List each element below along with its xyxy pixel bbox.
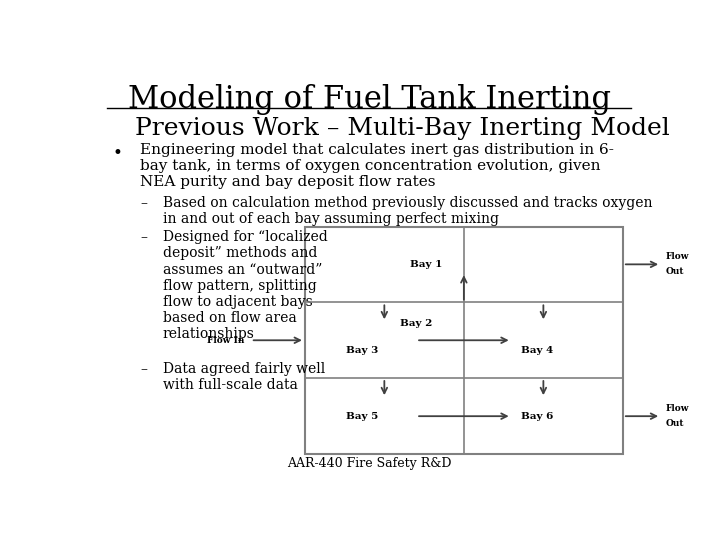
Text: –: – — [140, 362, 147, 376]
Text: –: – — [140, 230, 147, 244]
Text: Bay 1: Bay 1 — [410, 260, 442, 269]
Text: Bay 6: Bay 6 — [521, 411, 553, 421]
Text: Flow: Flow — [666, 252, 689, 261]
Text: •: • — [112, 145, 122, 161]
Text: Flow: Flow — [666, 404, 689, 413]
Text: Bay 4: Bay 4 — [521, 346, 553, 355]
Text: Bay 5: Bay 5 — [346, 411, 378, 421]
Text: –: – — [140, 196, 147, 210]
Text: Previous Work – Multi-Bay Inerting Model: Previous Work – Multi-Bay Inerting Model — [135, 117, 670, 140]
Text: Based on calculation method previously discussed and tracks oxygen
in and out of: Based on calculation method previously d… — [163, 196, 652, 226]
Text: Engineering model that calculates inert gas distribution in 6-
bay tank, in term: Engineering model that calculates inert … — [140, 143, 614, 190]
Text: Data agreed fairly well
with full-scale data: Data agreed fairly well with full-scale … — [163, 362, 325, 392]
Text: Out: Out — [666, 267, 684, 276]
Bar — [305, 227, 623, 454]
Text: Bay 2: Bay 2 — [400, 319, 432, 328]
Text: AAR-440 Fire Safety R&D: AAR-440 Fire Safety R&D — [287, 457, 451, 470]
Text: Out: Out — [666, 419, 684, 428]
Text: Flow In: Flow In — [207, 336, 244, 345]
Text: Bay 3: Bay 3 — [346, 346, 378, 355]
Text: Modeling of Fuel Tank Inerting: Modeling of Fuel Tank Inerting — [127, 84, 611, 114]
Text: Designed for “localized
deposit” methods and
assumes an “outward”
flow pattern, : Designed for “localized deposit” methods… — [163, 230, 328, 341]
